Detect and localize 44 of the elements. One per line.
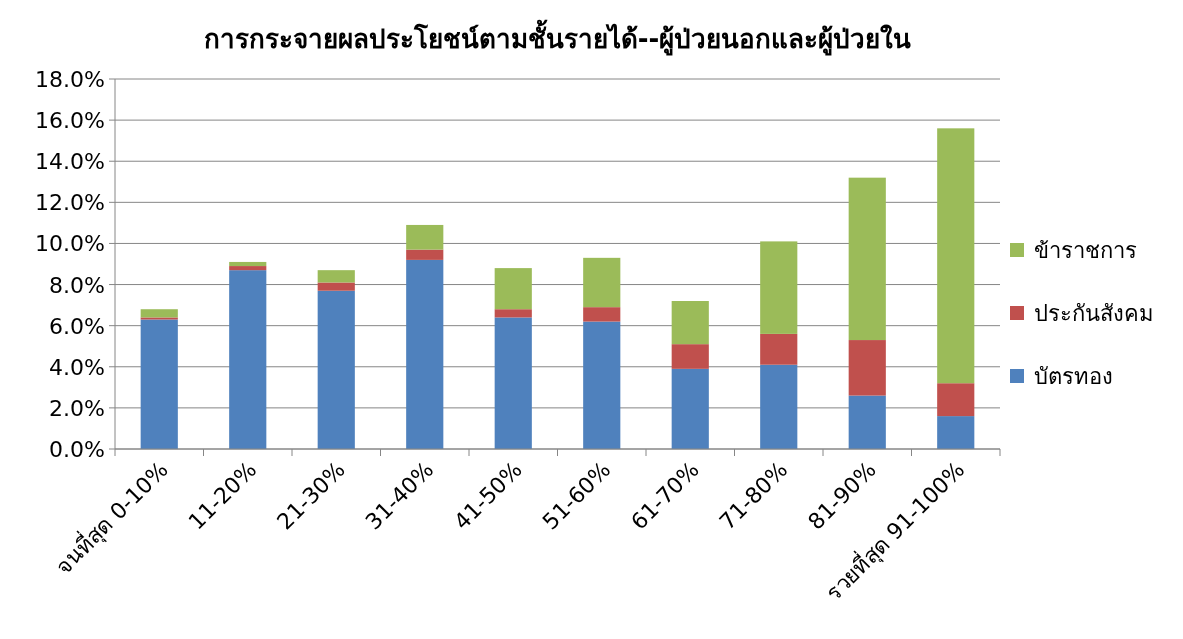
bar	[937, 416, 975, 449]
y-tick-label: 12.0%	[35, 190, 105, 216]
bar	[406, 259, 444, 449]
legend-label: ประกันสังคม	[1034, 301, 1154, 326]
y-tick-label: 16.0%	[35, 108, 105, 134]
bar	[317, 282, 355, 291]
bar	[583, 257, 621, 308]
chart-title: การกระจายผลประโยชน์ตามชั้นรายได้--ผู้ป่วยนอกและผู้ป่วยใน	[203, 19, 912, 56]
bar	[229, 261, 267, 267]
bar	[760, 333, 798, 365]
bar	[406, 249, 444, 260]
bar	[229, 266, 267, 271]
bar	[317, 290, 355, 449]
bar	[848, 340, 886, 396]
y-tick-label: 2.0%	[49, 395, 105, 421]
bar	[494, 309, 532, 318]
bar	[140, 309, 178, 318]
y-tick-label: 0.0%	[49, 437, 105, 462]
bar	[671, 344, 709, 369]
bar	[848, 395, 886, 449]
y-tick-label: 14.0%	[35, 149, 105, 175]
y-tick-label: 6.0%	[49, 313, 105, 339]
bar	[848, 177, 886, 341]
bar	[406, 224, 444, 250]
bar	[317, 270, 355, 283]
bar	[937, 383, 975, 417]
y-tick-label: 10.0%	[35, 231, 105, 257]
bar	[229, 270, 267, 449]
legend-label: ข้าราชการ	[1034, 238, 1137, 263]
bar	[671, 368, 709, 449]
y-tick-label: 18.0%	[35, 67, 105, 92]
bar	[583, 307, 621, 322]
bar	[494, 268, 532, 310]
bar	[937, 128, 975, 384]
bar	[671, 301, 709, 345]
bar	[760, 364, 798, 449]
bar	[494, 317, 532, 449]
legend-label: บัตรทอง	[1034, 364, 1113, 389]
bar	[140, 317, 178, 320]
bar	[583, 321, 621, 449]
y-tick-label: 8.0%	[49, 272, 105, 298]
y-tick-label: 4.0%	[49, 354, 105, 380]
bar	[760, 241, 798, 334]
bar	[140, 319, 178, 449]
